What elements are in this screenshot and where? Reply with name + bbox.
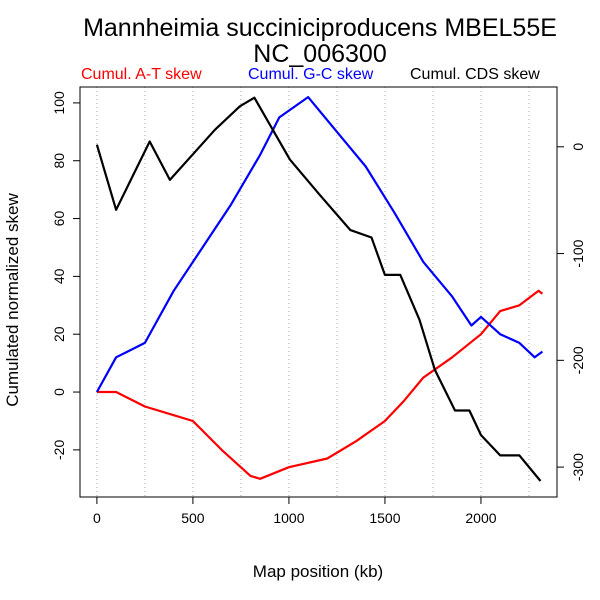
x-tick-label: 1000 [273,510,304,526]
chart-subtitle: NC_006300 [253,40,386,68]
x-tick-label: 500 [181,510,205,526]
y2-tick-label: -200 [570,346,586,374]
series-line-2 [95,96,542,482]
y-axis-label: Cumulated normalized skew [3,193,22,407]
plot-frame [79,86,558,498]
y-tick-label: 20 [51,326,67,342]
x-tick-label: 0 [93,510,101,526]
series-line-0 [96,289,544,480]
x-tick-label: 2000 [465,510,496,526]
y2-tick-label: 0 [570,143,586,151]
chart-title: Mannheimia succiniciproducens MBEL55E [83,14,557,42]
x-axis-label: Map position (kb) [253,562,383,581]
x-tick-label: 1500 [369,510,400,526]
y2-tick-label: -300 [570,453,586,481]
y-tick-label: 80 [51,153,67,169]
legend-at-skew: Cumul. A-T skew [81,66,202,83]
y-tick-label: 60 [51,211,67,227]
y-tick-label: -20 [51,440,67,460]
legend-gc-skew: Cumul. G-C skew [248,66,374,83]
legend-cds-skew: Cumul. CDS skew [410,66,540,83]
y-tick-label: 40 [51,268,67,284]
y-tick-label: 0 [51,388,67,396]
series-line-1 [95,95,544,393]
y-tick-label: 100 [51,91,67,115]
y2-tick-label: -100 [570,239,586,267]
